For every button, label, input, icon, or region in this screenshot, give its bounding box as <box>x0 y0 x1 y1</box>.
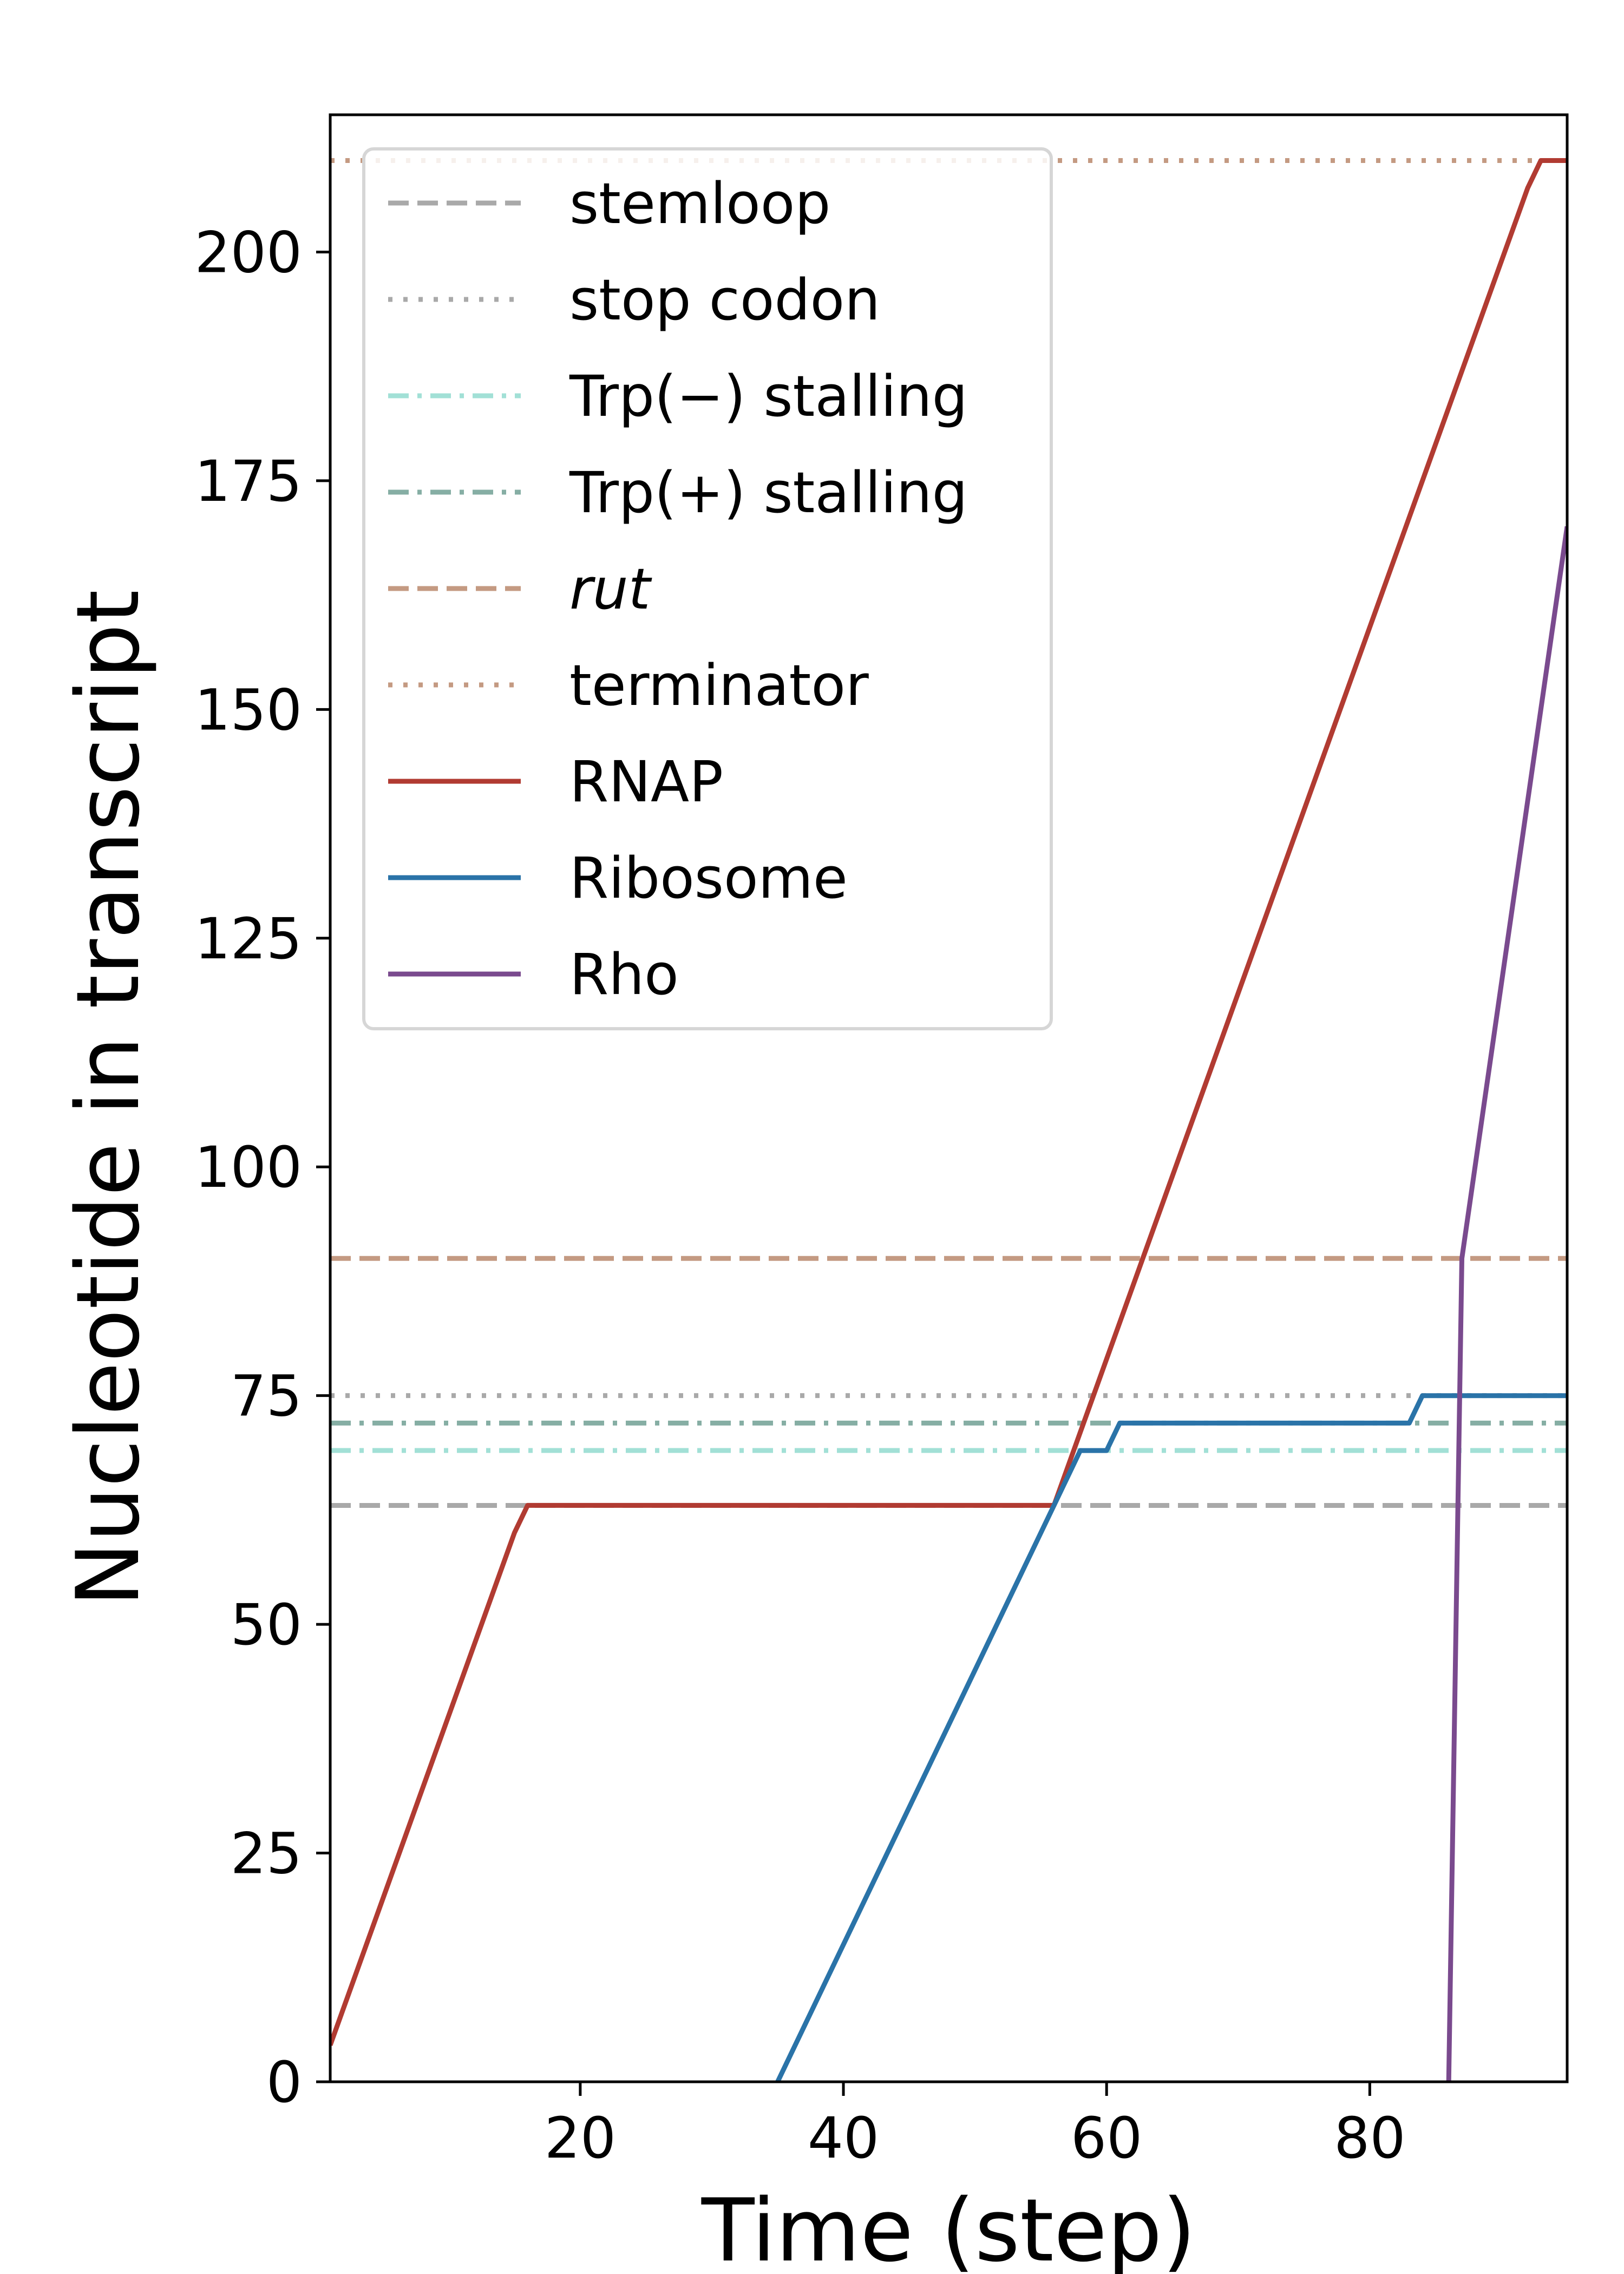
legend-label-rut: rut <box>569 556 652 622</box>
legend-label-trp-stalling: Trp(+) stalling <box>569 460 968 526</box>
plot-lines <box>330 158 1567 2082</box>
y-tick-label: 150 <box>194 677 302 743</box>
series-line-ribosome <box>775 1393 1567 2082</box>
x-tick-label: 60 <box>1071 2105 1142 2171</box>
legend: stemloop stop codon Trp(−) stalling Trp(+) … <box>362 147 1053 1030</box>
legend-label-rnap: RNAP <box>569 749 723 815</box>
y-tick-label: 175 <box>194 448 302 514</box>
legend-label-stop-codon: stop codon <box>569 267 880 333</box>
x-tick-label: 80 <box>1334 2105 1405 2171</box>
legend-label-terminator: terminator <box>569 652 869 718</box>
y-tick-label: 0 <box>266 2049 302 2115</box>
y-tick-label: 200 <box>194 219 302 285</box>
series-line-rho <box>1446 526 1567 2082</box>
legend-label-ribosome: Ribosome <box>569 845 848 911</box>
x-tick-label: 40 <box>808 2105 879 2171</box>
y-tick-label: 100 <box>194 1134 302 1200</box>
x-axis-title: Time (step) <box>701 2180 1196 2274</box>
axis-ticks: 20 40 60 80 0 25 50 75 100 125 150 175 200 <box>194 219 1405 2171</box>
y-tick-label: 75 <box>231 1363 302 1429</box>
y-axis-title: Nucleotide in transcript <box>57 590 159 1606</box>
legend-label-rho: Rho <box>569 942 679 1008</box>
legend-label-stemloop: stemloop <box>569 171 830 237</box>
y-tick-label: 50 <box>231 1592 302 1658</box>
x-tick-label: 20 <box>545 2105 616 2171</box>
legend-label-trp-stalling: Trp(−) stalling <box>569 363 968 429</box>
y-tick-label: 25 <box>231 1821 302 1887</box>
plot-frame <box>329 113 1569 2083</box>
y-tick-label: 125 <box>194 906 302 972</box>
plot-area <box>330 158 1567 2082</box>
series-line-rnap <box>330 158 1567 2046</box>
legend-box <box>362 147 1053 1030</box>
